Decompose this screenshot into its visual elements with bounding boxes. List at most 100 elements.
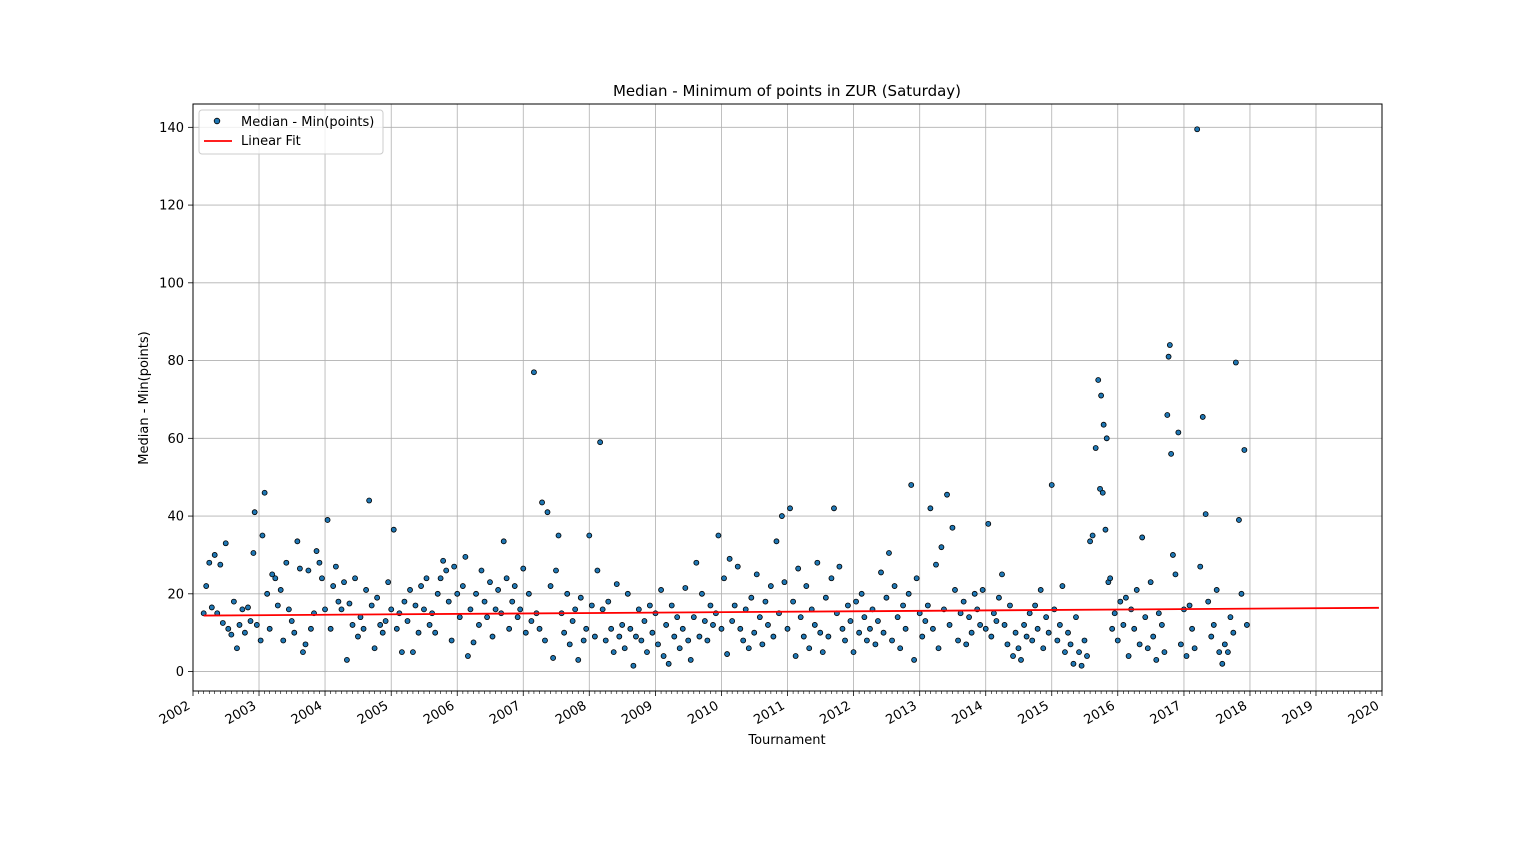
scatter-point [1089,532,1096,539]
scatter-point [300,649,306,656]
scatter-point [889,637,895,644]
scatter-point [591,633,598,640]
scatter-point [539,499,545,506]
scatter-point [586,532,593,539]
scatter-point [797,614,804,621]
scatter-point [770,633,777,640]
scatter-point [219,620,226,626]
scatter-point [272,575,279,582]
scatter-point [264,590,271,597]
scatter-point [946,622,953,628]
scatter-point [355,633,361,640]
scatter-point [1021,622,1027,628]
scatter-point [660,653,667,659]
scatter-point [919,633,926,640]
scatter-point [1158,622,1165,628]
scatter-point [451,563,458,570]
scatter-point [234,645,240,652]
scatter-point [1150,633,1157,640]
scatter-point [1144,645,1151,652]
scatter-point [225,625,232,632]
scatter-point [291,629,298,636]
scatter-point [938,544,945,551]
scatter-point [850,649,857,656]
scatter-point [1109,625,1116,632]
scatter-point [905,590,912,597]
scatter-point [251,509,258,516]
scatter-point [1070,660,1077,667]
scatter-point [724,651,730,657]
scatter-point [230,598,237,605]
scatter-point [658,587,664,593]
scatter-point [536,625,543,632]
scatter-point [957,610,964,617]
scatter-point [949,524,956,531]
scatter-point [525,590,532,597]
scatter-point [283,559,290,566]
scatter-point [239,606,246,613]
scatter-point [963,641,970,648]
scatter-point [856,629,863,636]
scatter-point [1136,641,1143,648]
scatter-point [222,540,229,547]
scatter-point [313,548,320,554]
scatter-point [1168,450,1175,457]
scatter-point [966,614,972,621]
scatter-point [944,491,950,498]
scatter-point [393,625,400,632]
scatter-point [621,645,628,652]
scatter-point [624,590,631,597]
scatter-point [1191,645,1198,652]
scatter-point [790,598,797,605]
scatter-point [324,517,331,523]
scatter-point [200,610,207,617]
scatter-point [715,532,722,539]
scatter-point [1056,622,1063,628]
scatter-point [506,625,513,632]
scatter-point [1026,610,1033,617]
scatter-point [968,629,975,636]
scatter-point [842,637,848,644]
scatter-point [765,622,771,628]
scatter-point [415,629,422,636]
scatter-point [448,637,455,644]
scatter-point [1210,622,1217,628]
y-tick-label: 100 [159,276,184,291]
plot-area [200,126,1379,669]
scatter-point [952,587,958,593]
scatter-point [792,653,799,659]
scatter-point [690,614,697,621]
scatter-point [588,602,595,609]
scatter-point [638,637,645,644]
y-tick-label: 20 [167,587,184,602]
scatter-point [999,571,1005,578]
scatter-point [421,606,427,613]
scatter-point [687,657,694,663]
scatter-point [1067,641,1074,648]
scatter-point [517,606,524,613]
scatter-point [1125,653,1132,659]
scatter-point [1107,575,1114,582]
scatter-point [880,629,887,636]
scatter-point [1172,571,1179,578]
scatter-point [1225,649,1231,656]
scatter-point [831,505,837,512]
scatter-point [1062,649,1068,656]
scatter-point [773,538,780,545]
scatter-point [462,553,469,560]
scatter-point [679,625,686,632]
scatter-point [423,575,430,582]
scatter-point [767,583,774,589]
scatter-point [701,618,708,624]
scatter-point [718,625,725,632]
scatter-point [371,645,378,652]
scatter-point [1243,622,1250,628]
scatter-point [594,567,601,574]
scatter-point [1199,414,1206,420]
scatter-point [478,567,485,574]
scatter-point [1048,482,1055,488]
scatter-point [836,563,843,570]
scatter-point [522,629,529,636]
scatter-point [1205,598,1212,605]
scatter-point [1007,602,1013,609]
